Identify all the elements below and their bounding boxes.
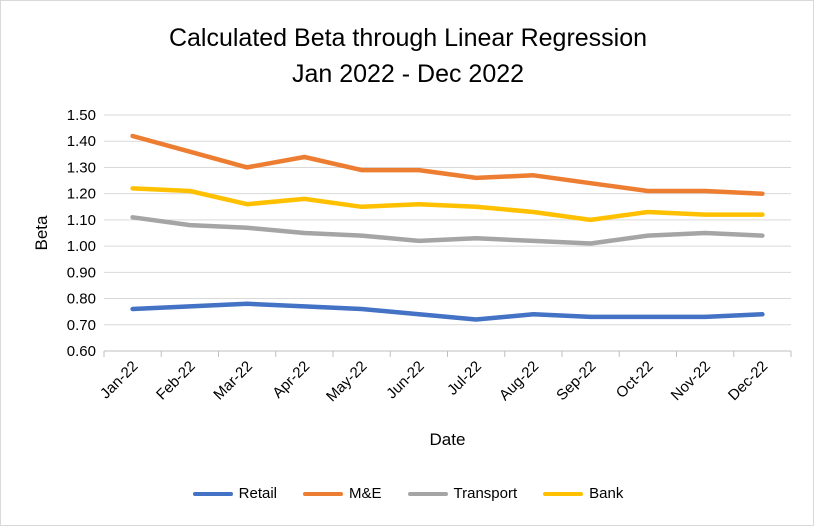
y-tick-label: 0.90 [67, 264, 96, 281]
x-tick-label: Oct-22 [613, 358, 657, 402]
series-line-bank [130, 186, 765, 223]
gridlines [104, 114, 791, 326]
series-line-transport [130, 215, 765, 246]
x-tick-label: Apr-22 [269, 358, 313, 402]
y-tick-label: 1.30 [67, 159, 96, 176]
legend-label: M&E [349, 485, 382, 502]
legend-label: Retail [238, 485, 277, 502]
y-tick-label: 0.70 [67, 317, 96, 334]
x-tick-label: Sep-22 [553, 358, 599, 404]
axes [103, 350, 792, 357]
chart-legend: Retail M&E Transport Bank [1, 485, 814, 502]
y-axis-title: Beta [32, 215, 51, 251]
x-tick-label: Nov-22 [668, 358, 714, 404]
legend-item: M&E [303, 485, 382, 502]
y-tick-label: 0.60 [67, 343, 96, 360]
y-tick-label: 1.50 [67, 107, 96, 124]
x-tick-label: Aug-22 [496, 358, 542, 404]
x-tick-label: May-22 [323, 358, 370, 405]
x-tick-label: Feb-22 [153, 358, 199, 404]
y-tick-label: 1.00 [67, 238, 96, 255]
x-tick-label: Mar-22 [210, 358, 256, 404]
legend-label: Bank [589, 485, 624, 502]
x-tick-label: Jun-22 [383, 358, 427, 402]
x-axis-title: Date [430, 430, 466, 449]
legend-swatch [303, 491, 343, 496]
legend-swatch [192, 491, 233, 496]
legend-label: Transport [453, 485, 518, 502]
y-tick-label: 0.80 [67, 291, 96, 308]
y-tick-label: 1.20 [67, 186, 96, 203]
series-lines [130, 133, 765, 322]
legend-swatch [543, 491, 584, 496]
x-tick-label: Jan-22 [97, 358, 141, 402]
legend-item: Retail [192, 485, 277, 502]
legend-item: Transport [407, 485, 518, 502]
x-tick-label: Dec-22 [725, 358, 771, 404]
axis-labels: 0.60 0.70 0.80 0.90 1.00 1.10 1.20 1.30 1.40 1.50… [32, 107, 771, 449]
y-tick-label: 1.10 [67, 212, 96, 229]
series-line-retail [130, 301, 765, 322]
legend-item: Bank [543, 485, 623, 502]
series-line-m-e [130, 133, 765, 196]
chart-title: Calculated Beta through Linear Regressio… [168, 24, 648, 52]
legend-swatch [407, 491, 448, 496]
x-tick-label: Jul-22 [444, 358, 485, 399]
chart-subtitle: Jan 2022 - Dec 2022 [291, 60, 525, 88]
y-tick-label: 1.40 [67, 133, 96, 150]
